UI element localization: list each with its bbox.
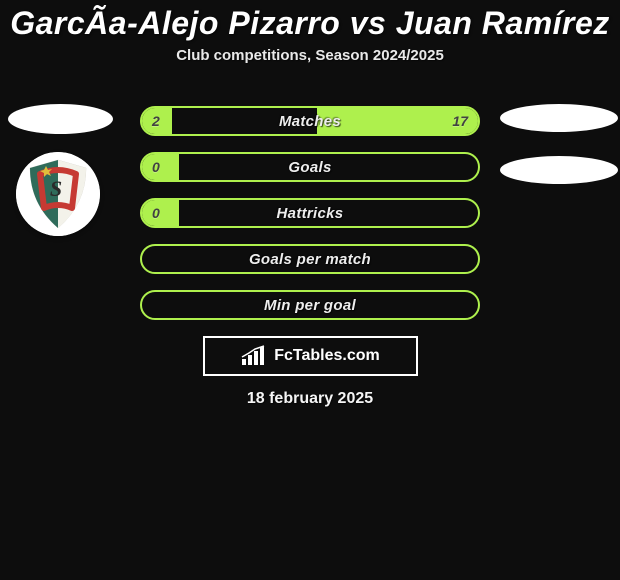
bar-chart-icon — [240, 345, 268, 367]
stat-label: Hattricks — [142, 200, 478, 226]
stat-bar-min-per-goal: Min per goal — [140, 290, 480, 320]
stat-value-right: 17 — [452, 108, 468, 134]
stats-bars: 2 Matches 17 0 Goals 0 Hattricks — [140, 104, 480, 320]
stat-bar-matches: 2 Matches 17 — [140, 106, 480, 136]
club-badge-left: S — [16, 152, 100, 236]
right-player-column — [500, 104, 620, 208]
player-name-oval-right-2 — [500, 156, 618, 184]
comparison-card: GarcÃ­a-Alejo Pizarro vs Juan Ramírez Cl… — [0, 0, 620, 445]
brand-box: FcTables.com — [203, 336, 418, 376]
stat-label: Goals — [142, 154, 478, 180]
subtitle: Club competitions, Season 2024/2025 — [0, 47, 620, 64]
content: S 2 Matches 17 0 Goals — [0, 104, 620, 320]
stat-label: Min per goal — [142, 292, 478, 318]
stat-label: Goals per match — [142, 246, 478, 272]
player-name-oval-left — [8, 104, 113, 134]
stat-label: Matches — [142, 108, 478, 134]
date-text: 18 february 2025 — [0, 390, 620, 408]
left-player-column: S — [8, 104, 113, 236]
svg-text:S: S — [50, 176, 62, 201]
shield-icon: S — [16, 152, 100, 236]
brand-text: FcTables.com — [274, 347, 380, 365]
page-title: GarcÃ­a-Alejo Pizarro vs Juan Ramírez — [0, 4, 620, 47]
stat-bar-goals: 0 Goals — [140, 152, 480, 182]
stat-bar-hattricks: 0 Hattricks — [140, 198, 480, 228]
player-name-oval-right-1 — [500, 104, 618, 132]
stat-bar-goals-per-match: Goals per match — [140, 244, 480, 274]
